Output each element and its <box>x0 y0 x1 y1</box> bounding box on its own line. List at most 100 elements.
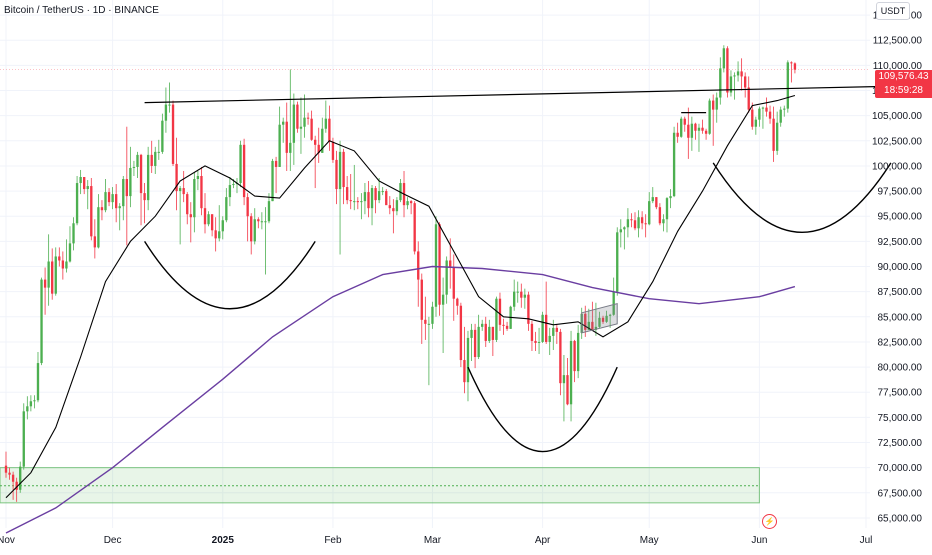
candle-up <box>292 93 296 165</box>
candle-body <box>36 363 40 401</box>
candle-up <box>431 301 434 329</box>
cup-arc <box>144 241 316 310</box>
candle-down <box>502 318 505 335</box>
price-tick-label: 85,000.00 <box>878 312 923 323</box>
candle-body <box>11 474 15 482</box>
candle-up <box>97 194 100 249</box>
candle-down <box>15 477 18 502</box>
candle-body <box>250 216 253 242</box>
candle-body <box>584 313 587 330</box>
candle-down <box>83 177 86 195</box>
candle-down <box>409 200 413 215</box>
candle-down <box>559 328 562 396</box>
ma-short-line <box>5 94 796 499</box>
currency-unit-button[interactable]: USDT <box>876 2 910 20</box>
price-tick-label: 95,000.00 <box>878 212 923 223</box>
candle-body <box>761 107 765 109</box>
candle-up <box>470 323 473 362</box>
candle-up <box>758 106 761 127</box>
candle-body <box>374 188 377 201</box>
candle-body <box>267 201 271 222</box>
candle-body <box>33 400 36 402</box>
candle-up <box>441 277 445 354</box>
candle-up <box>488 319 491 343</box>
candle-body <box>697 127 701 131</box>
candle-body <box>168 104 171 106</box>
candle-body <box>484 323 487 341</box>
candle-body <box>189 214 192 218</box>
candle-body <box>193 179 196 218</box>
candle-body <box>608 314 612 316</box>
candle-body <box>786 62 789 109</box>
time-tick-label: 2025 <box>212 535 235 546</box>
candle-down <box>314 135 317 189</box>
candle-body <box>516 291 519 293</box>
candle-up <box>761 106 765 129</box>
candle-body <box>559 331 562 384</box>
lightning-icon[interactable]: ⚡ <box>762 514 777 529</box>
candle-body <box>289 142 292 153</box>
candle-up <box>722 45 726 73</box>
candle-down <box>768 105 772 124</box>
time-tick-label: Apr <box>535 535 551 546</box>
candle-body <box>385 191 388 206</box>
candle-up <box>303 94 306 138</box>
candle-down <box>640 211 644 230</box>
candle-body <box>175 163 178 192</box>
candle-body <box>43 279 47 288</box>
candle-up <box>157 139 160 160</box>
candle-down <box>107 188 111 207</box>
candle-down <box>527 291 530 331</box>
candle-body <box>427 323 431 325</box>
candle-body <box>477 326 480 358</box>
candle-down <box>413 201 416 255</box>
candle-body <box>420 279 423 320</box>
candle-down <box>424 296 427 340</box>
candle-down <box>93 219 97 259</box>
candle-body <box>722 48 726 69</box>
candle-down <box>505 321 509 331</box>
candle-down <box>459 302 463 368</box>
candle-up <box>708 98 711 135</box>
candle-down <box>242 138 246 206</box>
candle-down <box>544 281 548 344</box>
price-tick-label: 92,500.00 <box>878 237 923 248</box>
candle-down <box>417 241 420 307</box>
candle-up <box>616 227 619 296</box>
candle-body <box>395 200 399 212</box>
candle-up <box>65 239 68 273</box>
candle-down <box>747 76 750 113</box>
candle-body <box>406 201 409 206</box>
candle-up <box>651 187 654 204</box>
candle-body <box>388 205 391 209</box>
candle-down <box>175 137 178 211</box>
candle-body <box>239 144 242 184</box>
candle-down <box>61 251 65 280</box>
candle-down <box>43 267 47 315</box>
candle-body <box>744 76 747 88</box>
candle-body <box>672 132 676 197</box>
candle-body <box>612 291 615 315</box>
cup-arc <box>467 366 618 453</box>
candle-up <box>72 217 75 251</box>
time-axis[interactable]: Nov Dec 2025 Feb Mar Apr May Jun Jul <box>0 535 872 546</box>
candle-down <box>392 199 395 234</box>
candle-down <box>687 107 690 159</box>
candle-body <box>122 179 125 207</box>
candle-up <box>324 100 328 133</box>
candle-down <box>491 326 495 357</box>
candle-body <box>271 160 274 202</box>
candle-up <box>338 140 342 255</box>
candle-up <box>370 185 374 226</box>
price-tick-label: 87,500.00 <box>878 287 923 298</box>
candle-body <box>790 62 793 64</box>
candle-body <box>363 192 367 202</box>
candle-down <box>772 106 775 162</box>
candle-body <box>331 141 335 160</box>
candle-body <box>431 306 434 324</box>
candle-up <box>26 396 29 420</box>
candle-up <box>360 193 363 220</box>
candle-down <box>683 116 686 132</box>
